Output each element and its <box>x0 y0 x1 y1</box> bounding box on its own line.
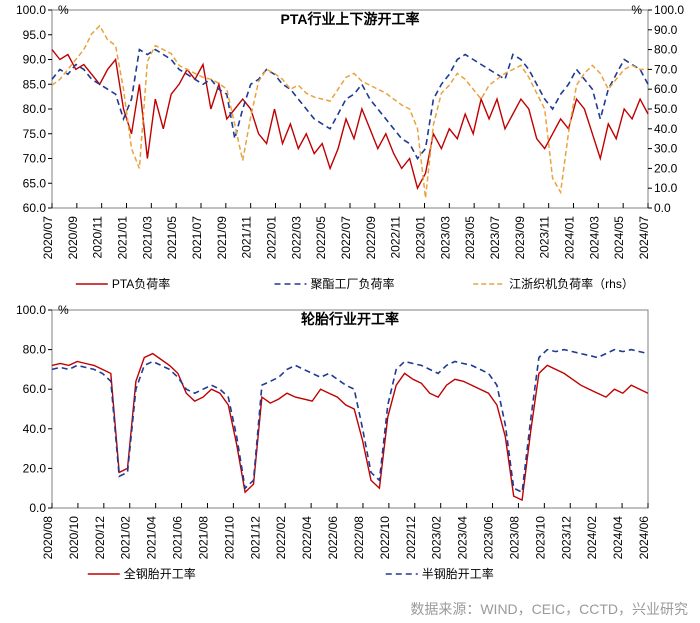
svg-text:%: % <box>58 3 69 17</box>
svg-text:2022/01: 2022/01 <box>265 216 279 260</box>
svg-text:100.0: 100.0 <box>654 3 684 17</box>
svg-text:2020/11: 2020/11 <box>91 216 105 259</box>
svg-text:95.0: 95.0 <box>23 28 47 42</box>
source-footer: 数据来源：WIND，CEIC，CCTD，兴业研究 <box>410 599 688 619</box>
svg-text:2022/12: 2022/12 <box>404 516 418 560</box>
svg-text:2023/10: 2023/10 <box>533 516 547 560</box>
svg-text:江浙织机负荷率（rhs）: 江浙织机负荷率（rhs） <box>509 276 634 291</box>
svg-text:60.0: 60.0 <box>23 201 47 215</box>
svg-text:2022/11: 2022/11 <box>389 216 403 259</box>
svg-text:60.0: 60.0 <box>654 82 678 96</box>
svg-text:2020/10: 2020/10 <box>67 516 81 560</box>
svg-text:70.0: 70.0 <box>23 152 47 166</box>
svg-text:2022/03: 2022/03 <box>289 216 303 260</box>
svg-text:2020/08: 2020/08 <box>41 516 55 560</box>
svg-text:2022/06: 2022/06 <box>326 516 340 560</box>
container: 60.065.070.075.080.085.090.095.0100.0%0.… <box>0 0 700 623</box>
svg-text:2023/08: 2023/08 <box>507 516 521 560</box>
svg-text:20.0: 20.0 <box>654 161 678 175</box>
svg-text:80.0: 80.0 <box>23 102 47 116</box>
svg-text:2023/05: 2023/05 <box>463 216 477 260</box>
svg-text:2022/09: 2022/09 <box>364 216 378 260</box>
svg-text:2024/02: 2024/02 <box>585 516 599 560</box>
svg-text:2021/10: 2021/10 <box>222 516 236 560</box>
svg-text:%: % <box>631 3 642 17</box>
svg-text:PTA行业上下游开工率: PTA行业上下游开工率 <box>281 11 420 27</box>
svg-text:2022/08: 2022/08 <box>352 516 366 560</box>
svg-text:轮胎行业开工率: 轮胎行业开工率 <box>301 311 399 327</box>
svg-text:2023/02: 2023/02 <box>430 516 444 560</box>
svg-text:40.0: 40.0 <box>654 122 678 136</box>
svg-text:0.0: 0.0 <box>654 201 671 215</box>
svg-text:2023/03: 2023/03 <box>438 216 452 260</box>
chart-pta: 60.0 65.0 70.0 75.0 80.0 85.0 90.0 95.0 100.0% 0.… <box>0 0 700 300</box>
svg-text:全钢胎开工率: 全钢胎开工率 <box>124 566 196 581</box>
svg-text:2021/07: 2021/07 <box>190 216 204 260</box>
svg-text:2022/07: 2022/07 <box>339 216 353 260</box>
svg-text:%: % <box>58 303 69 317</box>
svg-text:2021/02: 2021/02 <box>119 516 133 560</box>
svg-text:80.0: 80.0 <box>654 43 678 57</box>
svg-text:2020/12: 2020/12 <box>93 516 107 560</box>
svg-text:2020/09: 2020/09 <box>66 216 80 260</box>
svg-text:2021/11: 2021/11 <box>240 216 254 259</box>
svg-text:2023/09: 2023/09 <box>513 216 527 260</box>
svg-text:2021/06: 2021/06 <box>171 516 185 560</box>
svg-text:2024/06: 2024/06 <box>637 516 651 560</box>
svg-text:80.0: 80.0 <box>23 343 47 357</box>
svg-text:2022/05: 2022/05 <box>314 216 328 260</box>
svg-text:100.0: 100.0 <box>16 303 46 317</box>
svg-text:2022/10: 2022/10 <box>378 516 392 560</box>
svg-text:85.0: 85.0 <box>23 77 47 91</box>
svg-text:50.0: 50.0 <box>654 102 678 116</box>
svg-text:75.0: 75.0 <box>23 127 47 141</box>
svg-text:2021/04: 2021/04 <box>145 516 159 560</box>
svg-text:2022/04: 2022/04 <box>300 516 314 560</box>
svg-text:2023/07: 2023/07 <box>488 216 502 260</box>
svg-text:2023/01: 2023/01 <box>414 216 428 260</box>
svg-text:2021/09: 2021/09 <box>215 216 229 260</box>
svg-text:0.0: 0.0 <box>29 501 46 515</box>
svg-text:半钢胎开工率: 半钢胎开工率 <box>422 566 494 581</box>
svg-text:PTA负荷率: PTA负荷率 <box>112 276 170 291</box>
svg-text:2021/08: 2021/08 <box>196 516 210 560</box>
svg-text:2024/04: 2024/04 <box>611 516 625 560</box>
svg-text:20.0: 20.0 <box>23 461 47 475</box>
svg-text:2023/04: 2023/04 <box>456 516 470 560</box>
svg-text:2024/07: 2024/07 <box>637 216 651 260</box>
svg-text:2022/02: 2022/02 <box>274 516 288 560</box>
svg-text:30.0: 30.0 <box>654 142 678 156</box>
svg-text:2024/05: 2024/05 <box>612 216 626 260</box>
svg-text:90.0: 90.0 <box>23 53 47 67</box>
chart-tire: 0.0 20.0 40.0 60.0 80.0 100.0% 2020/08 2020/10 2… <box>0 300 700 590</box>
svg-text:2021/05: 2021/05 <box>165 216 179 260</box>
svg-text:聚酯工厂负荷率: 聚酯工厂负荷率 <box>311 276 395 291</box>
svg-text:2020/07: 2020/07 <box>41 216 55 260</box>
svg-text:2023/12: 2023/12 <box>559 516 573 560</box>
svg-text:40.0: 40.0 <box>23 422 47 436</box>
svg-text:60.0: 60.0 <box>23 382 47 396</box>
svg-text:2024/03: 2024/03 <box>587 216 601 260</box>
svg-text:2023/11: 2023/11 <box>538 216 552 259</box>
svg-text:2024/01: 2024/01 <box>563 216 577 260</box>
svg-text:2023/06: 2023/06 <box>482 516 496 560</box>
svg-text:90.0: 90.0 <box>654 23 678 37</box>
svg-text:10.0: 10.0 <box>654 181 678 195</box>
svg-text:65.0: 65.0 <box>23 176 47 190</box>
svg-text:2021/12: 2021/12 <box>248 516 262 560</box>
svg-text:2021/03: 2021/03 <box>140 216 154 260</box>
svg-text:70.0: 70.0 <box>654 62 678 76</box>
svg-text:2021/01: 2021/01 <box>116 216 130 260</box>
svg-text:100.0: 100.0 <box>16 3 46 17</box>
